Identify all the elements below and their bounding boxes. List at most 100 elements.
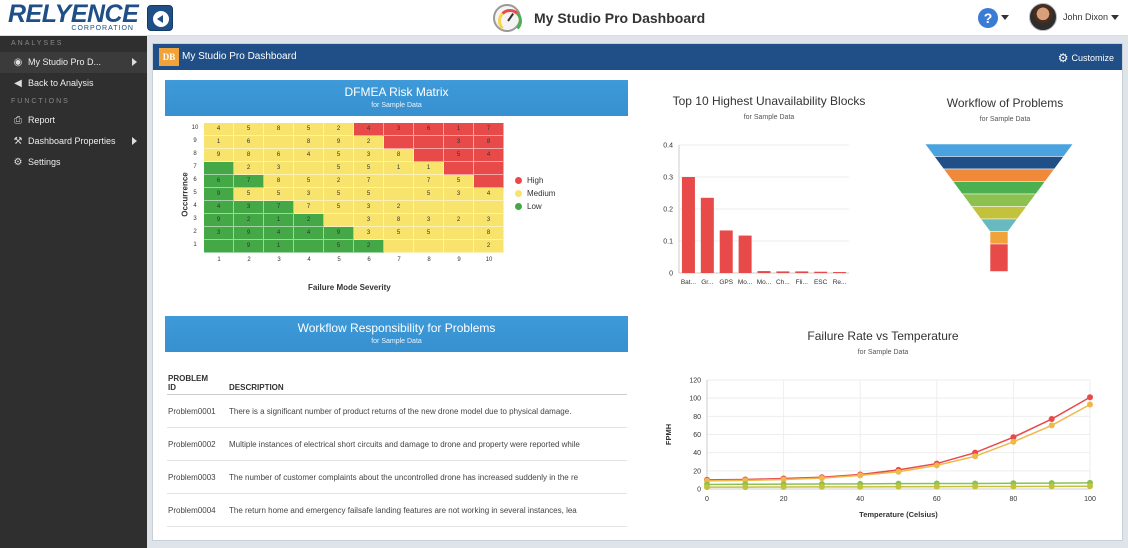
- matrix-cell[interactable]: 2: [474, 240, 504, 253]
- matrix-cell[interactable]: 7: [294, 201, 324, 214]
- matrix-cell[interactable]: 2: [234, 214, 264, 227]
- matrix-cell[interactable]: 3: [264, 162, 294, 175]
- legend-item-high[interactable]: High: [515, 176, 543, 185]
- funnel-stage[interactable]: [989, 243, 1009, 272]
- matrix-cell[interactable]: 4: [264, 227, 294, 240]
- customize-button[interactable]: ⚙ Customize: [1058, 51, 1114, 65]
- matrix-cell[interactable]: 5: [264, 188, 294, 201]
- matrix-cell[interactable]: [384, 188, 414, 201]
- user-avatar[interactable]: [1029, 3, 1057, 31]
- bar[interactable]: [700, 197, 714, 273]
- matrix-cell[interactable]: 9: [204, 214, 234, 227]
- relyence-logo[interactable]: RELYENCE CORPORATION: [8, 2, 139, 34]
- matrix-cell[interactable]: 9: [234, 227, 264, 240]
- data-point[interactable]: [972, 453, 979, 460]
- matrix-cell[interactable]: [384, 240, 414, 253]
- matrix-cell[interactable]: 3: [234, 201, 264, 214]
- matrix-cell[interactable]: 4: [204, 123, 234, 136]
- data-point[interactable]: [1010, 434, 1017, 441]
- data-point[interactable]: [1087, 483, 1093, 490]
- matrix-cell[interactable]: 4: [474, 188, 504, 201]
- matrix-cell[interactable]: 9: [234, 240, 264, 253]
- bar[interactable]: [719, 230, 733, 273]
- matrix-cell[interactable]: [414, 136, 444, 149]
- bar[interactable]: [757, 271, 771, 273]
- matrix-cell[interactable]: 8: [234, 149, 264, 162]
- matrix-cell[interactable]: 8: [384, 149, 414, 162]
- matrix-cell[interactable]: 1: [384, 162, 414, 175]
- sidebar-item-dashboard-properties[interactable]: ⚒ Dashboard Properties: [0, 131, 147, 152]
- matrix-cell[interactable]: 3: [354, 201, 384, 214]
- matrix-cell[interactable]: [384, 136, 414, 149]
- funnel-stage[interactable]: [980, 218, 1018, 232]
- data-point[interactable]: [1087, 401, 1093, 408]
- data-point[interactable]: [704, 484, 710, 491]
- matrix-cell[interactable]: 1: [414, 162, 444, 175]
- matrix-cell[interactable]: [414, 201, 444, 214]
- matrix-cell[interactable]: 6: [204, 175, 234, 188]
- sidebar-item-settings[interactable]: ⚙ Settings: [0, 152, 147, 173]
- matrix-cell[interactable]: 7: [264, 201, 294, 214]
- funnel-stage[interactable]: [989, 231, 1009, 245]
- matrix-cell[interactable]: 9: [324, 227, 354, 240]
- column-header-problem-id[interactable]: PROBLEM ID: [167, 372, 228, 395]
- data-point[interactable]: [1010, 483, 1017, 490]
- matrix-cell[interactable]: 5: [444, 175, 474, 188]
- matrix-cell[interactable]: 5: [294, 175, 324, 188]
- matrix-cell[interactable]: 2: [324, 123, 354, 136]
- data-point[interactable]: [780, 484, 787, 491]
- matrix-cell[interactable]: 2: [354, 240, 384, 253]
- matrix-cell[interactable]: 4: [474, 149, 504, 162]
- matrix-cell[interactable]: 3: [354, 227, 384, 240]
- table-row[interactable]: Problem0002 Multiple instances of electr…: [167, 427, 627, 461]
- data-point[interactable]: [780, 476, 787, 483]
- matrix-cell[interactable]: 9: [324, 136, 354, 149]
- bar[interactable]: [814, 271, 828, 273]
- sidebar-item-report[interactable]: ⎙ Report: [0, 110, 147, 131]
- matrix-cell[interactable]: 5: [384, 227, 414, 240]
- matrix-cell[interactable]: 7: [414, 175, 444, 188]
- matrix-cell[interactable]: [294, 240, 324, 253]
- matrix-cell[interactable]: 5: [444, 149, 474, 162]
- matrix-cell[interactable]: 5: [324, 162, 354, 175]
- matrix-cell[interactable]: 8: [474, 227, 504, 240]
- matrix-cell[interactable]: 7: [234, 175, 264, 188]
- sidebar-item-my-studio-pro-dashboard[interactable]: ◉ My Studio Pro D...: [0, 52, 147, 73]
- funnel-stage[interactable]: [970, 206, 1028, 220]
- data-point[interactable]: [857, 472, 864, 479]
- funnel-stage[interactable]: [961, 193, 1037, 207]
- table-row[interactable]: Problem0004 The return home and emergenc…: [167, 493, 627, 527]
- matrix-cell[interactable]: 2: [234, 162, 264, 175]
- matrix-cell[interactable]: 9: [204, 149, 234, 162]
- user-name[interactable]: John Dixon: [1063, 12, 1109, 22]
- data-point[interactable]: [972, 483, 979, 490]
- matrix-cell[interactable]: 3: [294, 188, 324, 201]
- matrix-cell[interactable]: 5: [414, 227, 444, 240]
- matrix-cell[interactable]: [474, 201, 504, 214]
- matrix-cell[interactable]: 5: [324, 149, 354, 162]
- sidebar-item-back-to-analysis[interactable]: ◀ Back to Analysis: [0, 73, 147, 94]
- legend-item-low[interactable]: Low: [515, 202, 542, 211]
- matrix-cell[interactable]: 6: [414, 123, 444, 136]
- bar[interactable]: [738, 235, 752, 273]
- matrix-cell[interactable]: 3: [444, 136, 474, 149]
- matrix-cell[interactable]: 3: [414, 214, 444, 227]
- matrix-cell[interactable]: 1: [264, 214, 294, 227]
- matrix-cell[interactable]: 3: [474, 214, 504, 227]
- column-header-description[interactable]: DESCRIPTION: [228, 372, 627, 395]
- matrix-cell[interactable]: 2: [324, 175, 354, 188]
- matrix-cell[interactable]: 8: [264, 175, 294, 188]
- matrix-cell[interactable]: 2: [294, 214, 324, 227]
- matrix-cell[interactable]: [444, 227, 474, 240]
- failure-rate-line-chart[interactable]: 0 20 40 60 80 100 120 0 20 40 60 80 100 Temperature (…: [649, 316, 1117, 538]
- data-point[interactable]: [1087, 394, 1093, 401]
- matrix-cell[interactable]: [474, 175, 504, 188]
- data-point[interactable]: [857, 483, 864, 490]
- bar[interactable]: [776, 271, 790, 273]
- matrix-cell[interactable]: 3: [444, 188, 474, 201]
- matrix-cell[interactable]: 4: [354, 123, 384, 136]
- matrix-cell[interactable]: 2: [444, 214, 474, 227]
- data-point[interactable]: [818, 475, 825, 482]
- matrix-cell[interactable]: [414, 240, 444, 253]
- user-menu-caret-icon[interactable]: [1111, 15, 1119, 20]
